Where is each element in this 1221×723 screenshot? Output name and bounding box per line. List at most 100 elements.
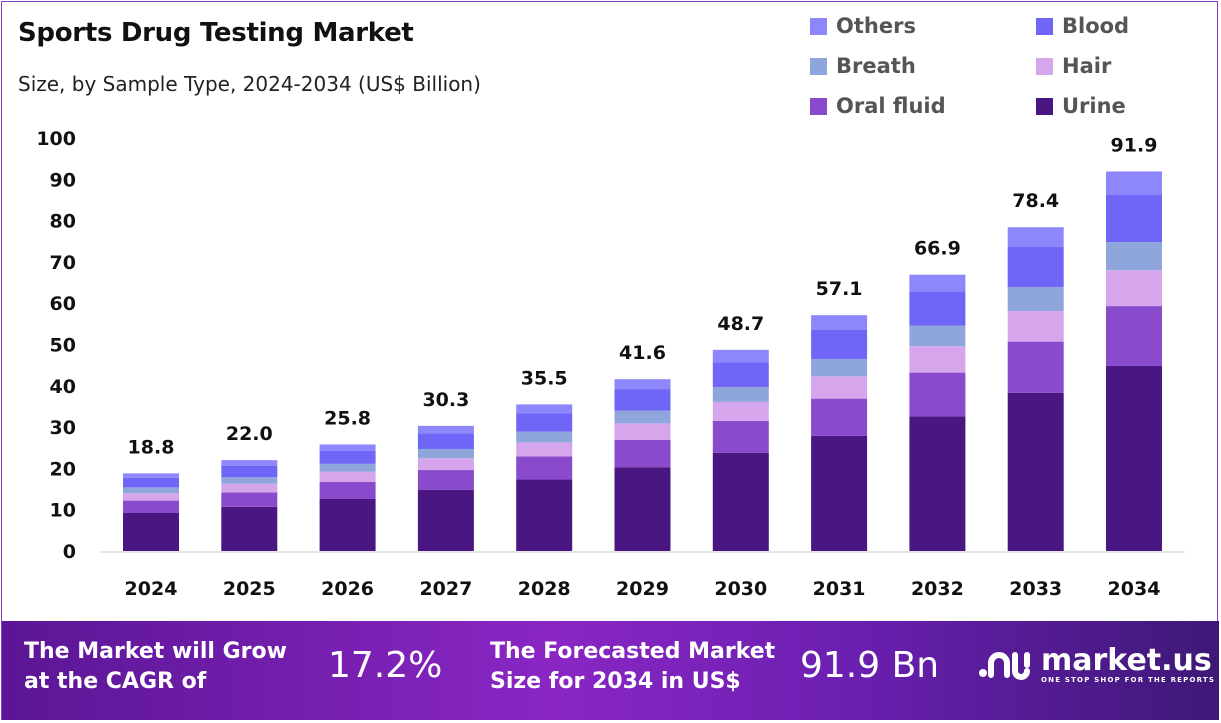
forecast-label: The Forecasted Market Size for 2034 in U… xyxy=(490,637,775,697)
bar-segment-urine xyxy=(221,506,278,551)
y-tick-label: 100 xyxy=(36,128,76,150)
bar-segment-breath xyxy=(1106,242,1162,271)
x-tick-label: 2027 xyxy=(419,578,472,600)
bar-segment-urine xyxy=(417,489,474,551)
bar-segment-breath xyxy=(221,477,278,484)
bar-segment-urine xyxy=(1007,392,1064,551)
x-tick-label: 2024 xyxy=(125,578,178,600)
bar-segment-blood xyxy=(712,362,769,388)
legend-swatch xyxy=(810,57,827,75)
bar-segment-blood xyxy=(909,291,966,326)
bar-segment-hair xyxy=(1106,270,1162,307)
legend-label: Blood xyxy=(1062,14,1130,38)
stacked-bar-chart: 010203040506070809010018.8202422.0202525… xyxy=(36,128,1185,600)
bar-segment-oral-fluid xyxy=(712,420,769,453)
bar-segment-hair xyxy=(123,493,179,501)
legend-item-breath: Breath xyxy=(810,54,916,78)
bar-segment-oral-fluid xyxy=(319,482,376,499)
bar-segment-others xyxy=(811,315,868,330)
x-tick-label: 2028 xyxy=(518,578,571,600)
legend-item-urine: Urine xyxy=(1036,94,1126,118)
legend-swatch xyxy=(1036,97,1053,115)
x-tick-label: 2033 xyxy=(1009,578,1062,600)
bar-segment-urine xyxy=(614,467,671,551)
bar-segment-hair xyxy=(221,483,278,493)
bar-segment-blood xyxy=(614,389,671,411)
bar-segment-others xyxy=(123,473,179,478)
y-tick-label: 50 xyxy=(50,335,76,357)
bar-segment-hair xyxy=(614,423,671,440)
bar-segment-hair xyxy=(1007,311,1064,342)
y-tick-label: 70 xyxy=(50,252,76,274)
bar-segment-urine xyxy=(811,435,868,551)
bar-total-label: 18.8 xyxy=(128,436,175,458)
bar-segment-oral-fluid xyxy=(123,500,179,514)
bar-total-label: 30.3 xyxy=(422,389,469,411)
bar-segment-breath xyxy=(417,448,474,459)
brand-name: market.us xyxy=(1041,643,1212,678)
bar-segment-breath xyxy=(123,487,179,494)
bar-segment-others xyxy=(614,379,671,390)
bar-segment-urine xyxy=(909,416,966,551)
bar-segment-blood xyxy=(123,477,179,488)
bar-segment-oral-fluid xyxy=(1007,341,1064,393)
y-tick-label: 30 xyxy=(50,417,76,439)
legend-label: Urine xyxy=(1062,94,1126,118)
bar-segment-breath xyxy=(811,358,868,377)
bar-segment-blood xyxy=(1106,194,1162,243)
bar-segment-breath xyxy=(614,410,671,424)
bar-segment-hair xyxy=(516,442,573,457)
y-tick-label: 60 xyxy=(50,293,76,315)
bar-segment-oral-fluid xyxy=(909,372,966,417)
bar-total-label: 91.9 xyxy=(1111,134,1158,156)
bar-total-label: 57.1 xyxy=(816,278,863,300)
bar-segment-others xyxy=(712,349,769,363)
bar-segment-others xyxy=(516,404,573,414)
bar-total-label: 25.8 xyxy=(324,407,371,429)
bar-segment-oral-fluid xyxy=(417,470,474,490)
legend-item-others: Others xyxy=(810,14,916,38)
bar-total-label: 48.7 xyxy=(717,313,764,335)
y-tick-label: 0 xyxy=(63,541,76,563)
legend-item-oral-fluid: Oral fluid xyxy=(810,94,946,118)
bar-total-label: 66.9 xyxy=(914,238,961,260)
bar-segment-others xyxy=(319,444,376,451)
legend-label: Breath xyxy=(836,54,916,78)
bar-segment-hair xyxy=(811,376,868,399)
legend-item-blood: Blood xyxy=(1036,14,1129,38)
bar-segment-oral-fluid xyxy=(614,439,671,468)
cagr-value: 17.2% xyxy=(328,645,443,686)
x-tick-label: 2029 xyxy=(616,578,669,600)
bar-segment-blood xyxy=(1007,247,1064,288)
cagr-label-line2: at the CAGR of xyxy=(24,669,207,694)
forecast-label-line1: The Forecasted Market xyxy=(490,639,776,664)
bar-segment-others xyxy=(1007,227,1064,248)
bar-segment-hair xyxy=(417,458,474,471)
bar-segment-oral-fluid xyxy=(811,398,868,436)
bar-total-label: 35.5 xyxy=(521,367,568,389)
y-tick-label: 10 xyxy=(50,500,76,522)
market-us-logo-icon xyxy=(979,652,1030,680)
y-tick-label: 80 xyxy=(50,211,76,233)
bar-segment-oral-fluid xyxy=(516,456,573,480)
bar-total-label: 78.4 xyxy=(1012,190,1059,212)
legend-swatch xyxy=(1036,57,1053,75)
legend-label: Others xyxy=(836,14,916,38)
bar-segment-blood xyxy=(417,433,474,449)
x-tick-label: 2025 xyxy=(223,578,276,600)
x-tick-label: 2030 xyxy=(714,578,767,600)
bar-segment-breath xyxy=(909,325,966,347)
x-tick-label: 2031 xyxy=(813,578,866,600)
x-tick-label: 2034 xyxy=(1108,578,1161,600)
bar-segment-oral-fluid xyxy=(221,492,278,507)
brand-tagline: ONE STOP SHOP FOR THE REPORTS xyxy=(1041,676,1216,684)
bar-segment-urine xyxy=(516,479,573,551)
x-tick-label: 2026 xyxy=(321,578,374,600)
bar-total-label: 22.0 xyxy=(226,423,273,445)
chart-subtitle: Size, by Sample Type, 2024-2034 (US$ Bil… xyxy=(18,72,481,96)
bar-segment-breath xyxy=(712,387,769,402)
bar-segment-others xyxy=(417,425,474,434)
legend-swatch xyxy=(810,97,827,115)
bar-segment-blood xyxy=(319,450,376,464)
chart-title: Sports Drug Testing Market xyxy=(18,18,414,48)
